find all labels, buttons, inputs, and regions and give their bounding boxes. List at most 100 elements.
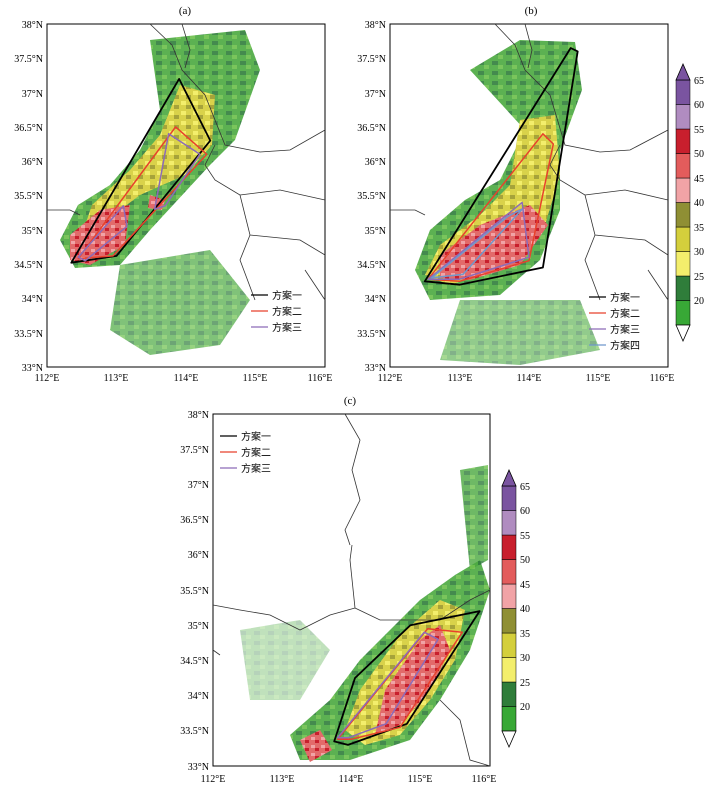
colorbar-swatch (501, 657, 517, 683)
lat-tick: 37°N (22, 89, 43, 100)
lat-tick: 35.5°N (357, 191, 386, 202)
colorbar-bottom-arrow (675, 324, 691, 342)
colorbar-tick: 30 (520, 653, 530, 664)
lat-tick: 38°N (22, 20, 43, 31)
panel-b-polygons (423, 47, 579, 286)
scheme-polygon (423, 47, 579, 286)
colorbar-swatch (501, 534, 517, 560)
colorbar-tick: 60 (520, 506, 530, 517)
colorbar-tick: 25 (520, 678, 530, 689)
lat-tick: 33°N (188, 762, 209, 773)
lat-tick: 34°N (365, 294, 386, 305)
panel-b-legend: 方案一 方案二 方案三 方案四 (589, 291, 640, 352)
lat-tick: 33.5°N (357, 329, 386, 340)
colorbar-top-arrow (501, 469, 517, 487)
colorbar-swatch (675, 128, 691, 154)
lon-tick: 113°E (270, 774, 295, 785)
colorbar-swatch (675, 177, 691, 203)
lon-tick: 112°E (35, 373, 60, 384)
colorbar-tick: 45 (694, 174, 704, 185)
colorbar-tick: 35 (694, 223, 704, 234)
echo-region (110, 250, 250, 355)
lat-tick: 35°N (22, 226, 43, 237)
lon-tick: 114°E (339, 774, 364, 785)
legend-label: 方案一 (610, 291, 640, 304)
colorbar-swatch (501, 706, 517, 732)
echo-region (440, 205, 548, 280)
lat-tick: 34.5°N (180, 656, 209, 667)
panel-c-lat-ticks: 38°N 37.5°N 37°N 36.5°N 36°N 35.5°N 35°N… (180, 410, 209, 773)
lat-tick: 36°N (188, 550, 209, 561)
colorbar-swatches (675, 79, 691, 326)
lon-tick: 113°E (104, 373, 129, 384)
lat-tick: 33°N (22, 363, 43, 374)
panel-b-label: (b) (525, 5, 538, 17)
colorbar-swatch (501, 559, 517, 585)
lat-tick: 37.5°N (357, 54, 386, 65)
scheme-polygon (77, 126, 208, 260)
lat-tick: 37.5°N (14, 54, 43, 65)
lat-tick: 34°N (22, 294, 43, 305)
panel-a-label: (a) (179, 5, 192, 17)
lat-tick: 37°N (365, 89, 386, 100)
scheme-polygon (153, 133, 201, 210)
lat-tick: 37.5°N (180, 445, 209, 456)
colorbar-swatch (501, 632, 517, 658)
echo-region (460, 465, 488, 570)
colorbar-tick: 25 (694, 272, 704, 283)
legend-label: 方案二 (610, 307, 640, 320)
lon-tick: 113°E (448, 373, 473, 384)
lat-tick: 35.5°N (14, 191, 43, 202)
lat-tick: 33.5°N (180, 726, 209, 737)
lat-tick: 33.5°N (14, 329, 43, 340)
colorbar-tick: 40 (694, 198, 704, 209)
panel-c: (c) 38°N 37.5°N 37°N 36.5°N 36°N 35.5°N … (180, 395, 496, 785)
lon-tick: 115°E (408, 774, 433, 785)
lat-tick: 36°N (22, 157, 43, 168)
lon-tick: 114°E (517, 373, 542, 384)
colorbar-tick: 35 (520, 629, 530, 640)
lon-tick: 115°E (586, 373, 611, 384)
lon-tick: 114°E (174, 373, 199, 384)
colorbar-top: 65 60 55 50 45 40 35 30 25 20 (675, 63, 704, 342)
colorbar-tick: 55 (520, 531, 530, 542)
lat-tick: 38°N (188, 410, 209, 421)
legend-label: 方案一 (272, 289, 302, 302)
panel-b-lon-ticks: 112°E 113°E 114°E 115°E 116°E (378, 373, 675, 384)
panel-a: (a) 38°N 37.5°N 37°N 36.5°N 36°N 35.5°N … (14, 5, 332, 384)
province-boundary (390, 23, 669, 301)
scheme-polygon (77, 205, 128, 262)
lat-tick: 35°N (188, 621, 209, 632)
province-boundary (47, 23, 326, 301)
colorbar-bottom: 65 60 55 50 45 40 35 30 25 20 (501, 469, 530, 748)
scheme-polygon (430, 208, 523, 279)
lat-tick: 34°N (188, 691, 209, 702)
colorbar-swatch (675, 275, 691, 301)
colorbar-swatch (501, 485, 517, 511)
colorbar-swatch (501, 681, 517, 707)
lat-tick: 34.5°N (357, 260, 386, 271)
scheme-polygon (70, 78, 212, 264)
panel-c-lon-ticks: 112°E 113°E 114°E 115°E 116°E (201, 774, 497, 785)
panel-c-label: (c) (344, 395, 357, 407)
colorbar-tick: 65 (694, 76, 704, 87)
legend-label: 方案四 (610, 339, 640, 352)
lat-tick: 36°N (365, 157, 386, 168)
legend-label: 方案一 (241, 430, 271, 443)
scheme-polygon (336, 631, 439, 739)
colorbar-top-arrow (675, 63, 691, 81)
panel-b-echo (415, 40, 600, 365)
lat-tick: 38°N (365, 20, 386, 31)
lat-tick: 35.5°N (180, 586, 209, 597)
lon-tick: 112°E (201, 774, 226, 785)
colorbar-bottom-arrow (501, 730, 517, 748)
lat-tick: 36.5°N (180, 515, 209, 526)
colorbar-swatch (675, 202, 691, 228)
colorbar-swatch (675, 300, 691, 326)
echo-region (240, 620, 330, 700)
panel-b-lat-ticks: 38°N 37.5°N 37°N 36.5°N 36°N 35.5°N 35°N… (357, 20, 386, 374)
panel-a-lat-ticks: 38°N 37.5°N 37°N 36.5°N 36°N 35.5°N 35°N… (14, 20, 43, 374)
lat-tick: 36.5°N (14, 123, 43, 134)
colorbar-tick: 40 (520, 604, 530, 615)
